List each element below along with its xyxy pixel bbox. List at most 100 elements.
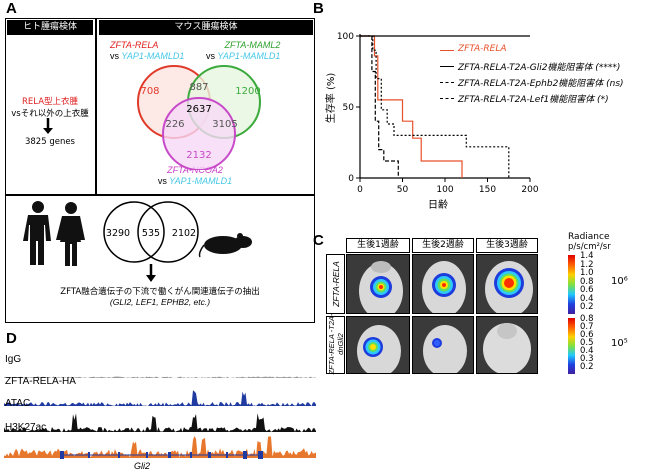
track-signal-3 xyxy=(4,436,316,458)
colorbar-tick-label: 0.4 xyxy=(580,346,594,356)
bli-image-r1-w1 xyxy=(346,254,410,314)
gene-label: Gli2 xyxy=(134,461,151,471)
track-signal-path-2 xyxy=(4,413,316,432)
series-line-3 xyxy=(360,35,399,178)
colorbar-tick-label: 0.8 xyxy=(580,314,594,324)
track-signal-0 xyxy=(4,376,316,378)
bli-image-r2-w2 xyxy=(412,316,474,374)
series-line-0 xyxy=(360,35,463,178)
track-label-3: H3K27ac xyxy=(5,422,47,433)
track-signal-1 xyxy=(4,390,316,406)
colorbar-1-exp: 10⁶ xyxy=(611,276,628,287)
track-signal-path-1 xyxy=(4,390,316,406)
y-tick-label: 0 xyxy=(348,174,354,184)
x-tick-label: 150 xyxy=(479,185,496,195)
row2-label-box: ZFTA-RELA -T2A-dnGli2 xyxy=(326,313,345,375)
legend-swatch-0 xyxy=(440,50,454,51)
venn2-center: 535 xyxy=(142,228,160,239)
colorbar-2-exp: 10⁵ xyxy=(611,338,628,349)
y-tick-label: 100 xyxy=(337,32,354,42)
colorbar-tick-label: 1.0 xyxy=(580,268,594,278)
panel-d-letter: D xyxy=(6,330,17,347)
panel-c-letter: C xyxy=(313,232,324,249)
x-tick-label: 0 xyxy=(357,185,363,195)
venn3-purple-only: 2132 xyxy=(186,150,211,161)
x-tick-label: 50 xyxy=(397,185,409,195)
row1-label: ZFTA-RELA xyxy=(331,261,341,307)
row2-label: ZFTA-RELA -T2A-dnGli2 xyxy=(327,313,345,375)
panel-a-top-frame xyxy=(5,18,315,195)
colorbar-tick-label: 0.6 xyxy=(580,330,594,340)
venn2-diagram: 3290 535 2102 xyxy=(103,201,199,263)
venn3-red-only: 708 xyxy=(140,86,159,97)
colorbar-tick-label: 0.4 xyxy=(580,293,594,304)
legend-swatch-2 xyxy=(440,82,454,83)
human-header: ヒト腫瘍検体 xyxy=(7,20,93,35)
legend-label-2: ZFTA-RELA-T2A-Ephb2機能阻害体 (ns) xyxy=(458,79,624,89)
bli-image-r1-w2 xyxy=(412,254,474,314)
human-down-arrow xyxy=(43,118,53,134)
chart-lines xyxy=(360,35,530,178)
week-header-3: 生後3週齢 xyxy=(476,238,538,253)
week-header-1: 生後1週齢 xyxy=(346,238,410,253)
x-tick-label: 200 xyxy=(521,185,538,195)
venn-ncoa2-label: ZFTA-NCOA2 vs YAP1-MAMLD1 xyxy=(157,165,233,186)
panel-a-letter: A xyxy=(6,0,17,17)
bottom-extraction-text: ZFTA融合遺伝子の下流で働くがん関連遺伝子の抽出 xyxy=(60,287,260,297)
chart-axes: 0 50 100 150 200 0 50 100 xyxy=(337,32,539,195)
row1-label-box: ZFTA-RELA xyxy=(326,254,345,314)
venn2-circle-left xyxy=(103,201,165,263)
venn-rela-label: ZFTA-RELA vs YAP1-MAMLD1 xyxy=(110,40,185,61)
panel-a-bottom-frame xyxy=(5,195,315,323)
radiance-title: Radiance xyxy=(568,232,610,242)
colorbar-tick-label: 1.2 xyxy=(580,259,594,270)
legend-label-1: ZFTA-RELA-T2A-Gli2機能阻害体 (****) xyxy=(458,63,621,73)
chart-xlabel: 日齢 xyxy=(428,198,448,211)
human-genes-count: 3825 genes xyxy=(24,137,75,147)
colorbar-tick-label: 0.5 xyxy=(580,338,594,348)
colorbar-tick-label: 0.8 xyxy=(580,276,594,287)
venn3-rg: 887 xyxy=(189,82,208,93)
colorbar-2 xyxy=(568,318,575,374)
week-header-2: 生後2週齢 xyxy=(412,238,474,253)
mouse-header: マウス腫瘍検体 xyxy=(99,20,313,35)
bli-image-r2-w1 xyxy=(346,316,410,374)
bottom-gene-list: (GLI2, LEF1, EPHB2, etc.) xyxy=(109,297,211,307)
venn3-diagram: 708 1200 887 2637 226 3105 2132 xyxy=(137,65,261,170)
track-signal-2 xyxy=(4,413,316,432)
venn3-gp: 3105 xyxy=(212,119,237,130)
track-signal-path-0 xyxy=(4,376,316,378)
venn2-circle-right xyxy=(137,201,199,263)
legend-swatch-3 xyxy=(440,98,454,99)
venn3-rp: 226 xyxy=(165,119,184,130)
colorbar-tick-label: 0.7 xyxy=(580,322,594,332)
venn2-down-arrow xyxy=(146,264,156,282)
bli-image-r2-w3 xyxy=(476,316,538,374)
human-silhouette-icon xyxy=(23,201,85,266)
human-rela-label: RELA型上衣腫 xyxy=(21,97,79,107)
panel-a-top-divider xyxy=(95,18,97,195)
colorbar-tick-label: 0.6 xyxy=(580,285,594,295)
legend-label-3: ZFTA-RELA-T2A-Lef1機能阻害体 (*) xyxy=(458,95,609,105)
chart-ylabel: 生存率 (%) xyxy=(324,73,337,124)
venn2-left: 3290 xyxy=(106,228,130,239)
y-tick-label: 50 xyxy=(343,103,355,113)
series-line-2 xyxy=(360,35,510,178)
colorbar-1 xyxy=(568,255,575,314)
venn-maml2-label: ZFTA-MAML2 vs YAP1-MAMLD1 xyxy=(206,40,281,61)
legend-label-0: ZFTA-RELA xyxy=(458,44,507,54)
track-label-2: ATAC xyxy=(5,398,31,409)
bli-image-r1-w3 xyxy=(476,254,538,314)
venn3-green-only: 1200 xyxy=(235,86,260,97)
x-tick-label: 100 xyxy=(436,185,453,195)
track-label-0: IgG xyxy=(5,354,22,365)
mouse-silhouette-icon xyxy=(198,233,252,258)
colorbar-tick-label: 0.2 xyxy=(580,302,594,312)
venn2-right: 2102 xyxy=(172,228,196,239)
radiance-units: p/s/cm²/sr xyxy=(568,242,611,252)
legend-swatch-1 xyxy=(440,66,454,67)
gene-model xyxy=(60,451,263,459)
track-label-1: ZFTA-RELA-HA xyxy=(5,376,76,387)
venn-circle-purple xyxy=(162,97,236,170)
track-signal-path-3 xyxy=(4,436,316,458)
